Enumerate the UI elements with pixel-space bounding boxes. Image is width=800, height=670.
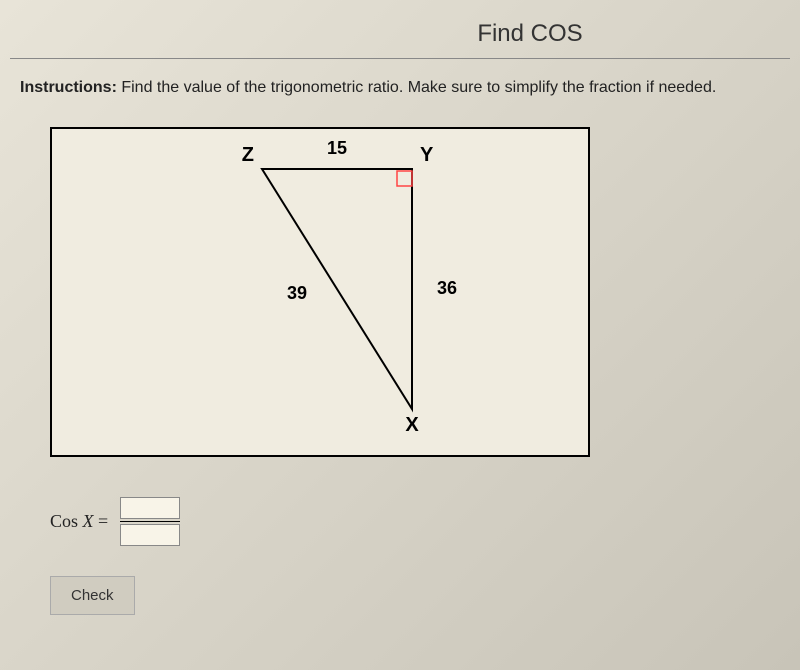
denominator-input[interactable] (120, 524, 180, 546)
numerator-input[interactable] (120, 497, 180, 519)
answer-equals: = (94, 511, 109, 531)
side-zy-label: 15 (327, 138, 347, 158)
vertex-z-label: Z (242, 144, 254, 166)
right-angle-marker (397, 171, 412, 186)
answer-label: Cos X = (50, 511, 108, 532)
triangle-shape (262, 169, 412, 409)
answer-prefix: Cos (50, 511, 83, 531)
fraction-line (120, 521, 180, 522)
vertex-x-label: X (405, 414, 419, 436)
instructions-text: Instructions: Find the value of the trig… (0, 74, 800, 117)
divider (10, 58, 790, 59)
page-title: Find COS (0, 0, 800, 58)
side-zx-label: 39 (287, 283, 307, 303)
answer-row: Cos X = (50, 497, 800, 546)
triangle-svg: Z Y X 15 36 39 (52, 129, 592, 459)
answer-variable: X (83, 511, 94, 531)
instructions-body: Find the value of the trigonometric rati… (117, 79, 716, 96)
vertex-y-label: Y (420, 144, 434, 166)
instructions-label: Instructions: (20, 79, 117, 96)
check-button[interactable]: Check (50, 576, 135, 615)
triangle-diagram: Z Y X 15 36 39 (50, 127, 590, 457)
fraction-input (120, 497, 180, 546)
side-yx-label: 36 (437, 278, 457, 298)
